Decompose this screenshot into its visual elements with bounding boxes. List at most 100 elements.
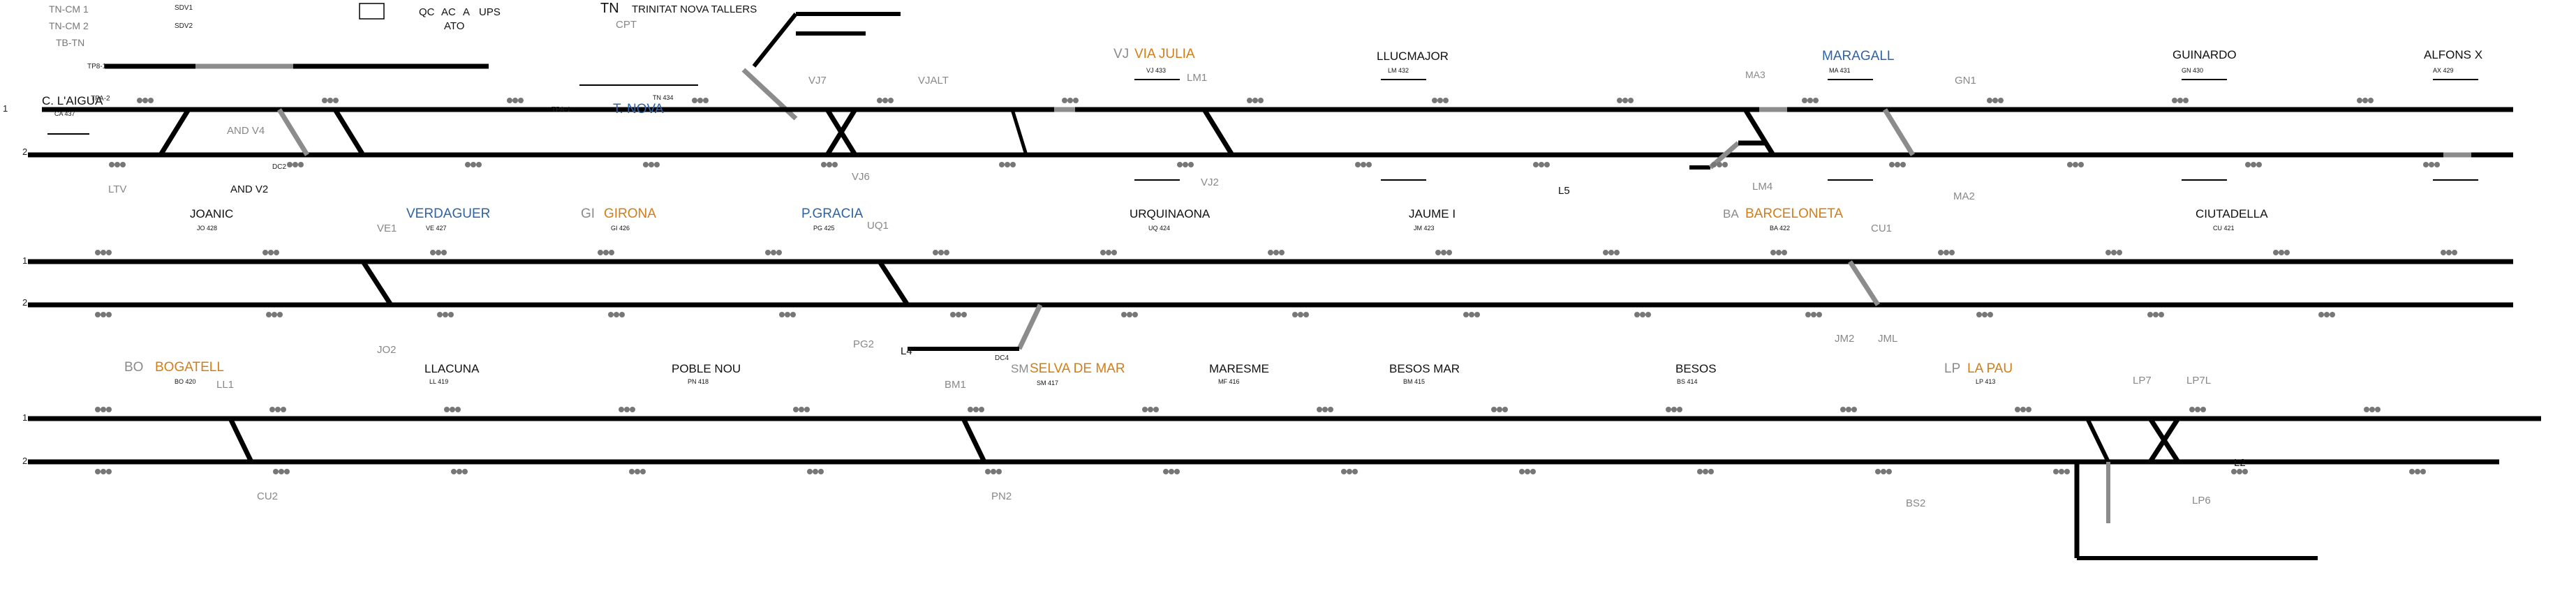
station-joanic-name[interactable]: JOANIC <box>190 207 233 220</box>
signal-dot <box>2064 469 2070 474</box>
signal-dot <box>1463 312 1469 317</box>
signal-dot <box>827 162 832 167</box>
signal-dot <box>1163 469 1169 474</box>
signal-dot <box>120 162 126 167</box>
station-ciutadella-name[interactable]: CIUTADELLA <box>2196 207 2268 220</box>
station-bogatell-name[interactable]: BOGATELL <box>155 360 224 375</box>
signal-dot <box>1525 469 1530 474</box>
signal-dot <box>2183 98 2189 103</box>
station-via-julia-name[interactable]: VIA JULIA <box>1134 47 1195 61</box>
signal-dot <box>437 312 443 317</box>
row3-track1-label: 1 <box>22 412 27 423</box>
signal-dot <box>1776 250 1782 255</box>
signal-dot <box>991 469 996 474</box>
signal-dot <box>1317 407 1322 412</box>
signal-dot <box>1533 162 1539 167</box>
signal-dot <box>448 312 454 317</box>
station-urquinaona-name[interactable]: URQUINAONA <box>1130 207 1211 220</box>
station-maresme-name[interactable]: MARESME <box>1209 362 1269 375</box>
station-jaume-i-name[interactable]: JAUME I <box>1409 207 1456 220</box>
signal-dot <box>2434 162 2440 167</box>
signal-dot <box>2105 250 2111 255</box>
signal-dot <box>272 312 277 317</box>
station-t-nova-name[interactable]: T. NOVA <box>613 102 664 117</box>
signal-dot <box>1502 407 1508 412</box>
signal-dot <box>2159 312 2164 317</box>
station-p-gracia-name[interactable]: P.GRACIA <box>801 207 864 221</box>
row2-track2-label: 2 <box>22 297 27 308</box>
signal-dot <box>950 312 956 317</box>
signal-dot <box>832 162 838 167</box>
row2-crossover-3 <box>1848 260 1880 306</box>
signal-dot <box>1073 98 1079 103</box>
signal-dot <box>512 98 518 103</box>
row1-crossover-1 <box>158 108 191 156</box>
row1-crossover-6 <box>1743 108 1775 156</box>
station-alfons-x-name[interactable]: ALFONS X <box>2424 48 2482 61</box>
station-besos-name[interactable]: BESOS <box>1675 362 1717 375</box>
signal-dot <box>2357 98 2362 103</box>
station-c-laigua-name[interactable]: C. L'AIGUA <box>42 94 103 107</box>
row1-crossover-5 <box>1202 108 1234 156</box>
station-verdaguer-name[interactable]: VERDAGUER <box>406 207 490 221</box>
station-besos-mar-name[interactable]: BESOS MAR <box>1389 362 1460 375</box>
row2-crossover-2 <box>878 260 910 306</box>
signal-dot <box>518 98 524 103</box>
signal-dot <box>1005 162 1010 167</box>
signal-dot <box>114 162 120 167</box>
station-barceloneta-name[interactable]: BARCELONETA <box>1745 207 1843 221</box>
signal-dot <box>1341 469 1347 474</box>
signal-dot <box>2375 407 2381 412</box>
signal-dot <box>101 250 106 255</box>
signal-dot <box>262 250 268 255</box>
marker-lp6: LP6 <box>2192 495 2211 506</box>
signal-dot <box>1121 312 1127 317</box>
depot-connector <box>752 13 798 68</box>
signal-dot <box>1846 407 1851 412</box>
signal-dot <box>608 312 614 317</box>
signal-dot <box>2026 407 2031 412</box>
signal-dot <box>2324 312 2330 317</box>
marker-uq1: UQ1 <box>867 220 889 232</box>
signal-dot <box>2073 162 2078 167</box>
signal-dot <box>1982 312 1987 317</box>
station-maragall-name[interactable]: MARAGALL <box>1822 49 1894 63</box>
row3-crossover-2 <box>961 417 987 463</box>
signal-dot <box>279 469 284 474</box>
signal-dot <box>1446 250 1452 255</box>
station-llacuna-name[interactable]: LLACUNA <box>424 362 480 375</box>
signal-dot <box>101 312 106 317</box>
signal-dot <box>1355 162 1361 167</box>
signal-dot <box>1816 312 1822 317</box>
signal-dot <box>1770 250 1776 255</box>
row1-track2-label: 2 <box>22 147 27 157</box>
signal-dot <box>692 98 697 103</box>
station-guinardo-name[interactable]: GUINARDO <box>2172 48 2237 61</box>
signal-dot <box>281 407 286 412</box>
signal-dot <box>2368 98 2374 103</box>
signal-dot <box>1188 162 1194 167</box>
signal-dot <box>1671 407 1677 412</box>
station-selva-de-mar-name[interactable]: SELVA DE MAR <box>1030 361 1125 376</box>
row-1: 1 2 L5 C. L'AIGUA CA 437 T. NOVA TN 434 … <box>3 47 2513 202</box>
station-girona-name[interactable]: GIRONA <box>604 207 656 221</box>
signal-dot <box>1258 98 1264 103</box>
row3-crossover-3b <box>2148 417 2180 463</box>
signal-dot <box>2446 250 2452 255</box>
station-poble-nou-name[interactable]: POBLE NOU <box>672 362 741 375</box>
signal-dot <box>1987 98 1992 103</box>
signal-dot <box>298 162 304 167</box>
signal-dot <box>148 98 154 103</box>
station-via-julia-code: VJ 433 <box>1146 67 1166 74</box>
signal-dot <box>643 162 649 167</box>
station-la-pau-name[interactable]: LA PAU <box>1967 361 2013 376</box>
station-llucmajor-name[interactable]: LLUCMAJOR <box>1377 50 1449 63</box>
signal-dot <box>1111 250 1117 255</box>
station-via-julia-abbr: VJ <box>1113 47 1129 61</box>
signal-dot <box>785 312 790 317</box>
signal-dot <box>877 98 882 103</box>
tn-label-2: TN-CM 2 <box>49 20 89 31</box>
signal-dot <box>1938 250 1944 255</box>
signal-dot <box>1722 162 1728 167</box>
